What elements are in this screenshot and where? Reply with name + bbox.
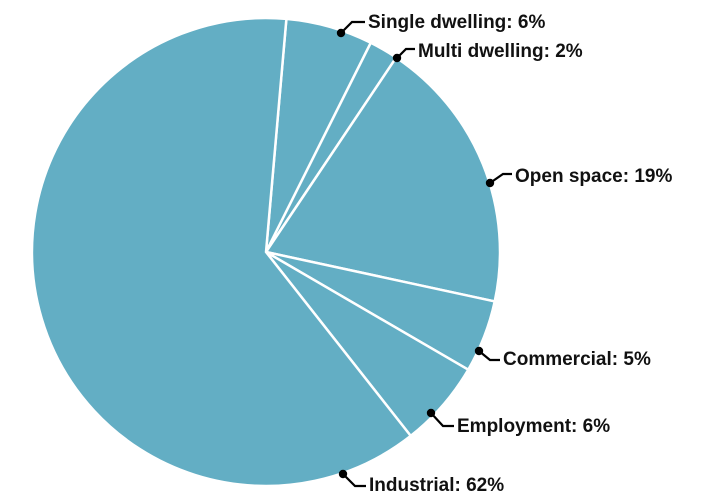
pie-slice-open-space (263, 55, 502, 303)
slice-label-employment: Employment: 6% (457, 416, 610, 437)
leader-line-single-dwelling (340, 20, 365, 34)
leader-line-multi-dwelling (396, 47, 415, 59)
slice-label-multi-dwelling: Multi dwelling: 2% (418, 41, 583, 62)
slice-label-open-space: Open space: 19% (515, 166, 672, 187)
pie-slice-industrial (30, 16, 413, 488)
labels-layer: Single dwelling: 6% Multi dwelling: 2% Ope… (336, 12, 672, 495)
slices-layer (30, 16, 502, 488)
leader-line-commercial (478, 350, 500, 362)
slice-label-commercial: Commercial: 5% (503, 349, 651, 370)
slice-label-industrial: Industrial: 62% (369, 475, 504, 495)
slice-label-single-dwelling: Single dwelling: 6% (368, 12, 545, 33)
leader-line-open-space (489, 172, 512, 184)
leader-line-employment (430, 412, 454, 428)
leader-line-industrial (342, 473, 366, 488)
